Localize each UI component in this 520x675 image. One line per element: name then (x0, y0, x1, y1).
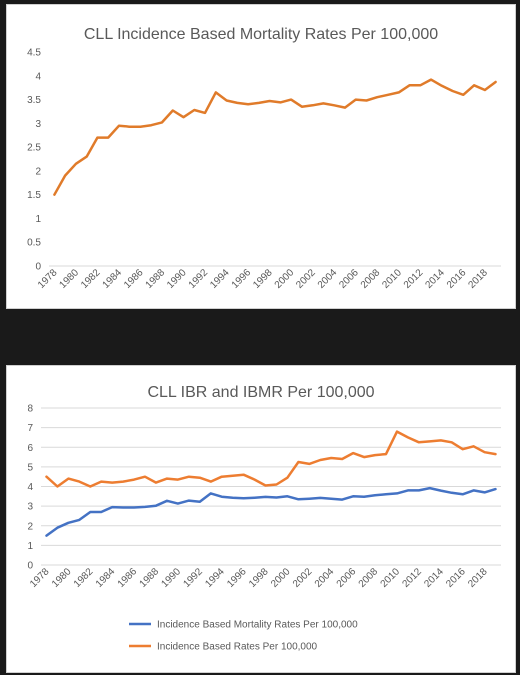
x-tick-label: 1992 (187, 267, 211, 291)
x-tick-label: 2008 (359, 267, 383, 291)
y-tick-label: 0 (27, 561, 33, 572)
series-line (53, 78, 497, 196)
y-tick-label: 8 (27, 404, 33, 415)
y-tick-label: 3.5 (27, 95, 41, 106)
series-line (45, 430, 497, 488)
y-tick-label: 4 (27, 482, 33, 493)
x-tick-label: 2000 (273, 267, 297, 291)
x-tick-label: 1990 (160, 566, 184, 590)
chart-mortality: CLL Incidence Based Mortality Rates Per … (27, 26, 501, 291)
x-tick-label: 1982 (79, 267, 103, 291)
y-tick-label: 6 (27, 443, 33, 454)
x-tick-label: 1980 (58, 267, 82, 291)
x-tick-label: 2006 (337, 267, 361, 291)
y-tick-label: 1 (27, 541, 33, 552)
y-tick-label: 4 (35, 71, 41, 82)
x-tick-label: 2004 (313, 566, 337, 590)
y-tick-label: 3 (35, 119, 41, 130)
x-tick-label: 2018 (466, 566, 490, 590)
x-tick-label: 2012 (400, 566, 424, 590)
chart-ibr-ibmr: CLL IBR and IBMR Per 100,000 0 1 2 3 4 5 6 7 8 19… (27, 384, 501, 653)
x-tick-label: 1986 (116, 566, 140, 590)
x-tick-label: 2018 (466, 267, 490, 291)
y-tick-label: 2 (27, 521, 33, 532)
legend-label: Incidence Based Mortality Rates Per 100,… (157, 620, 358, 631)
y-tick-label: 5 (27, 462, 33, 473)
x-tick-label: 1998 (247, 566, 271, 590)
x-tick-label: 1984 (101, 267, 125, 291)
x-tick-label: 2006 (335, 566, 359, 590)
y-tick-label: 0 (35, 262, 41, 273)
x-tick-label: 1984 (94, 566, 118, 590)
y-tick-label: 7 (27, 423, 33, 434)
x-tick-label: 2008 (357, 566, 381, 590)
x-tick-label: 1986 (122, 267, 146, 291)
chart-panel-mortality: CLL Incidence Based Mortality Rates Per … (6, 4, 516, 309)
x-tick-label: 1996 (225, 566, 249, 590)
y-tick-label: 4.5 (27, 48, 41, 59)
x-tick-label: 1992 (181, 566, 205, 590)
legend-label: Incidence Based Rates Per 100,000 (157, 642, 318, 653)
x-tick-label: 1990 (165, 267, 189, 291)
y-tick-label: 1.5 (27, 190, 41, 201)
x-tick-label: 2010 (380, 267, 404, 291)
x-tick-label: 2002 (291, 566, 315, 590)
x-tick-label: 2014 (422, 566, 446, 590)
x-tick-label: 1982 (72, 566, 96, 590)
y-tick-label: 2 (35, 166, 41, 177)
x-tick-label: 2016 (444, 566, 468, 590)
series-line (45, 486, 497, 537)
y-tick-label: 3 (27, 502, 33, 513)
y-tick-label: 0.5 (27, 238, 41, 249)
x-tick-label: 1980 (50, 566, 74, 590)
x-tick-label: 2000 (269, 566, 293, 590)
x-tick-label: 2016 (445, 267, 469, 291)
y-tick-label: 2.5 (27, 143, 41, 154)
x-tick-label: 2002 (294, 267, 318, 291)
x-tick-label: 2010 (379, 566, 403, 590)
x-tick-label: 1988 (138, 566, 162, 590)
x-tick-label: 1988 (144, 267, 168, 291)
chart-panel-ibr-ibmr: CLL IBR and IBMR Per 100,000 0 1 2 3 4 5 6 7 8 19… (6, 365, 516, 673)
x-tick-label: 1996 (230, 267, 254, 291)
x-tick-label: 2014 (423, 267, 447, 291)
x-tick-label: 2004 (316, 267, 340, 291)
chart-title: CLL IBR and IBMR Per 100,000 (147, 384, 374, 401)
x-tick-label: 1994 (203, 566, 227, 590)
x-tick-label: 1994 (208, 267, 232, 291)
x-tick-label: 1998 (251, 267, 275, 291)
x-tick-label: 2012 (402, 267, 426, 291)
y-tick-label: 1 (35, 214, 41, 225)
chart-title: CLL Incidence Based Mortality Rates Per … (84, 26, 438, 43)
